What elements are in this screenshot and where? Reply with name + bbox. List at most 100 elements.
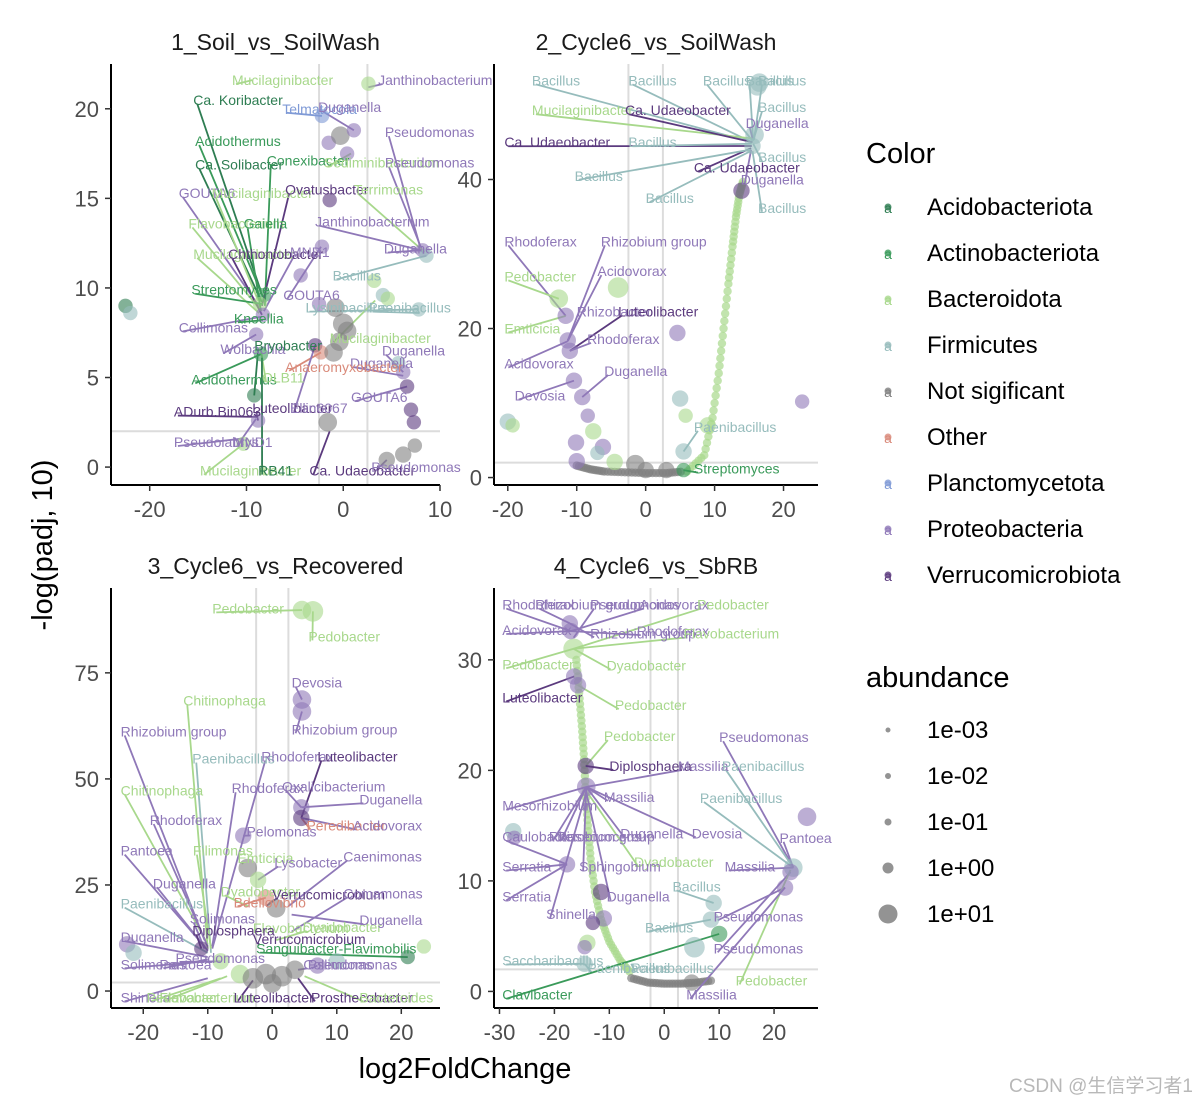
label-leader-line (357, 192, 426, 253)
color-legend-title: Color (866, 138, 936, 170)
point-label: Acidovorax (504, 356, 573, 372)
point-label: Pedobacter (212, 600, 284, 616)
legend-key-dot (884, 525, 892, 533)
point-label: Clavibacter (502, 987, 572, 1003)
data-point (590, 445, 605, 461)
label-leader-line (211, 760, 267, 949)
data-point (576, 955, 593, 972)
data-point (577, 940, 592, 955)
label-leader-line (566, 245, 606, 341)
point-label: Pedobacter (736, 972, 808, 988)
label-leader-line (177, 437, 244, 447)
data-point (683, 974, 700, 991)
data-point (361, 76, 376, 91)
point-label: Verrucomicrobium (272, 887, 385, 903)
label-leader-line (717, 886, 786, 922)
x-tick-label: -10 (231, 497, 263, 522)
x-tick-label: -30 (484, 1020, 516, 1045)
point-label: Streptomyces (694, 461, 780, 477)
y-tick-label: 10 (458, 869, 482, 894)
point-label: Mucilaginibacter (212, 185, 313, 201)
label-leader-line (301, 817, 358, 831)
data-point (378, 451, 395, 469)
point-label: GOUTA6 (283, 287, 340, 303)
point-label: Lysinibacillus (305, 300, 387, 316)
point-label: Acidothermus (195, 133, 281, 149)
y-tick-label: 20 (75, 97, 99, 122)
data-point (328, 953, 345, 970)
data-point (577, 757, 594, 775)
data-point (322, 192, 337, 208)
point-label: Duganella (607, 888, 670, 904)
data-point (568, 452, 585, 470)
point-label: Paenibacillus (587, 960, 670, 976)
label-leader-line (353, 366, 404, 377)
point-label: Pseudomonas (371, 459, 461, 475)
label-leader-line (256, 930, 259, 934)
data-point (125, 944, 142, 962)
point-label: Luteolibacter (502, 689, 583, 705)
label-leader-line (163, 958, 208, 970)
data-point (716, 354, 725, 363)
legend-key-dot (884, 341, 892, 349)
data-point (776, 879, 794, 896)
data-point (720, 309, 730, 318)
label-leader-line (632, 142, 752, 148)
label-leader-line (191, 226, 261, 311)
point-label: Paenibacillus (192, 751, 275, 767)
data-point (557, 307, 574, 325)
data-point (637, 461, 654, 479)
point-label: Duganella (350, 355, 413, 371)
data-point (250, 413, 266, 428)
label-leader-line (585, 786, 626, 838)
data-point (592, 883, 610, 901)
data-point (406, 415, 422, 430)
point-label: ADurb.Bin063 (174, 404, 261, 420)
data-point (713, 376, 722, 385)
point-label: Pantoea (780, 830, 832, 846)
data-point (782, 863, 799, 881)
point-label: Pedobacter (308, 628, 380, 644)
label-leader-line (196, 257, 260, 314)
point-label: Rhizobacter (577, 303, 652, 319)
panel-title: 2_Cycle6_vs_SoilWash (536, 29, 777, 55)
point-label: Conexibacter (267, 153, 350, 169)
point-label: Streptomyces (191, 282, 277, 298)
point-label: Telmatocola (282, 101, 357, 117)
label-leader-line (518, 379, 575, 401)
data-point (247, 388, 262, 403)
legend-key-dot (884, 387, 892, 395)
label-leader-line (203, 443, 245, 476)
data-point (123, 305, 138, 321)
label-leader-line (505, 675, 575, 703)
label-leader-line (582, 786, 588, 871)
data-point (714, 369, 723, 378)
x-tick-label: -20 (134, 497, 166, 522)
point-label: Pseudolabrys (174, 434, 259, 450)
label-leader-line (372, 310, 420, 314)
point-label: Rhizobium group (535, 597, 641, 613)
point-label: Bacillus (758, 149, 806, 165)
point-label: Bacillus (646, 190, 694, 206)
label-leader-line (585, 792, 612, 901)
point-label: Collimonas (179, 319, 248, 335)
y-tick-label: 0 (470, 979, 482, 1004)
point-label: Paenibacillus (121, 896, 204, 912)
point-label: Luteolibacter (618, 303, 699, 319)
point-label: Bacillus (575, 168, 623, 184)
data-point (419, 248, 434, 263)
x-tick-label: 20 (389, 1020, 413, 1045)
point-label: Serratia (502, 888, 551, 904)
data-point (324, 343, 343, 362)
x-tick-label: 10 (428, 497, 452, 522)
point-label: Luteolibacter (234, 989, 315, 1005)
data-point (711, 391, 720, 400)
data-point (705, 894, 722, 912)
data-point (212, 953, 229, 970)
label-leader-line (124, 940, 208, 958)
point-label: Bdellovibrio (234, 894, 307, 910)
data-point (797, 807, 817, 827)
y-tick-label: 75 (75, 661, 99, 686)
data-point (745, 125, 764, 145)
